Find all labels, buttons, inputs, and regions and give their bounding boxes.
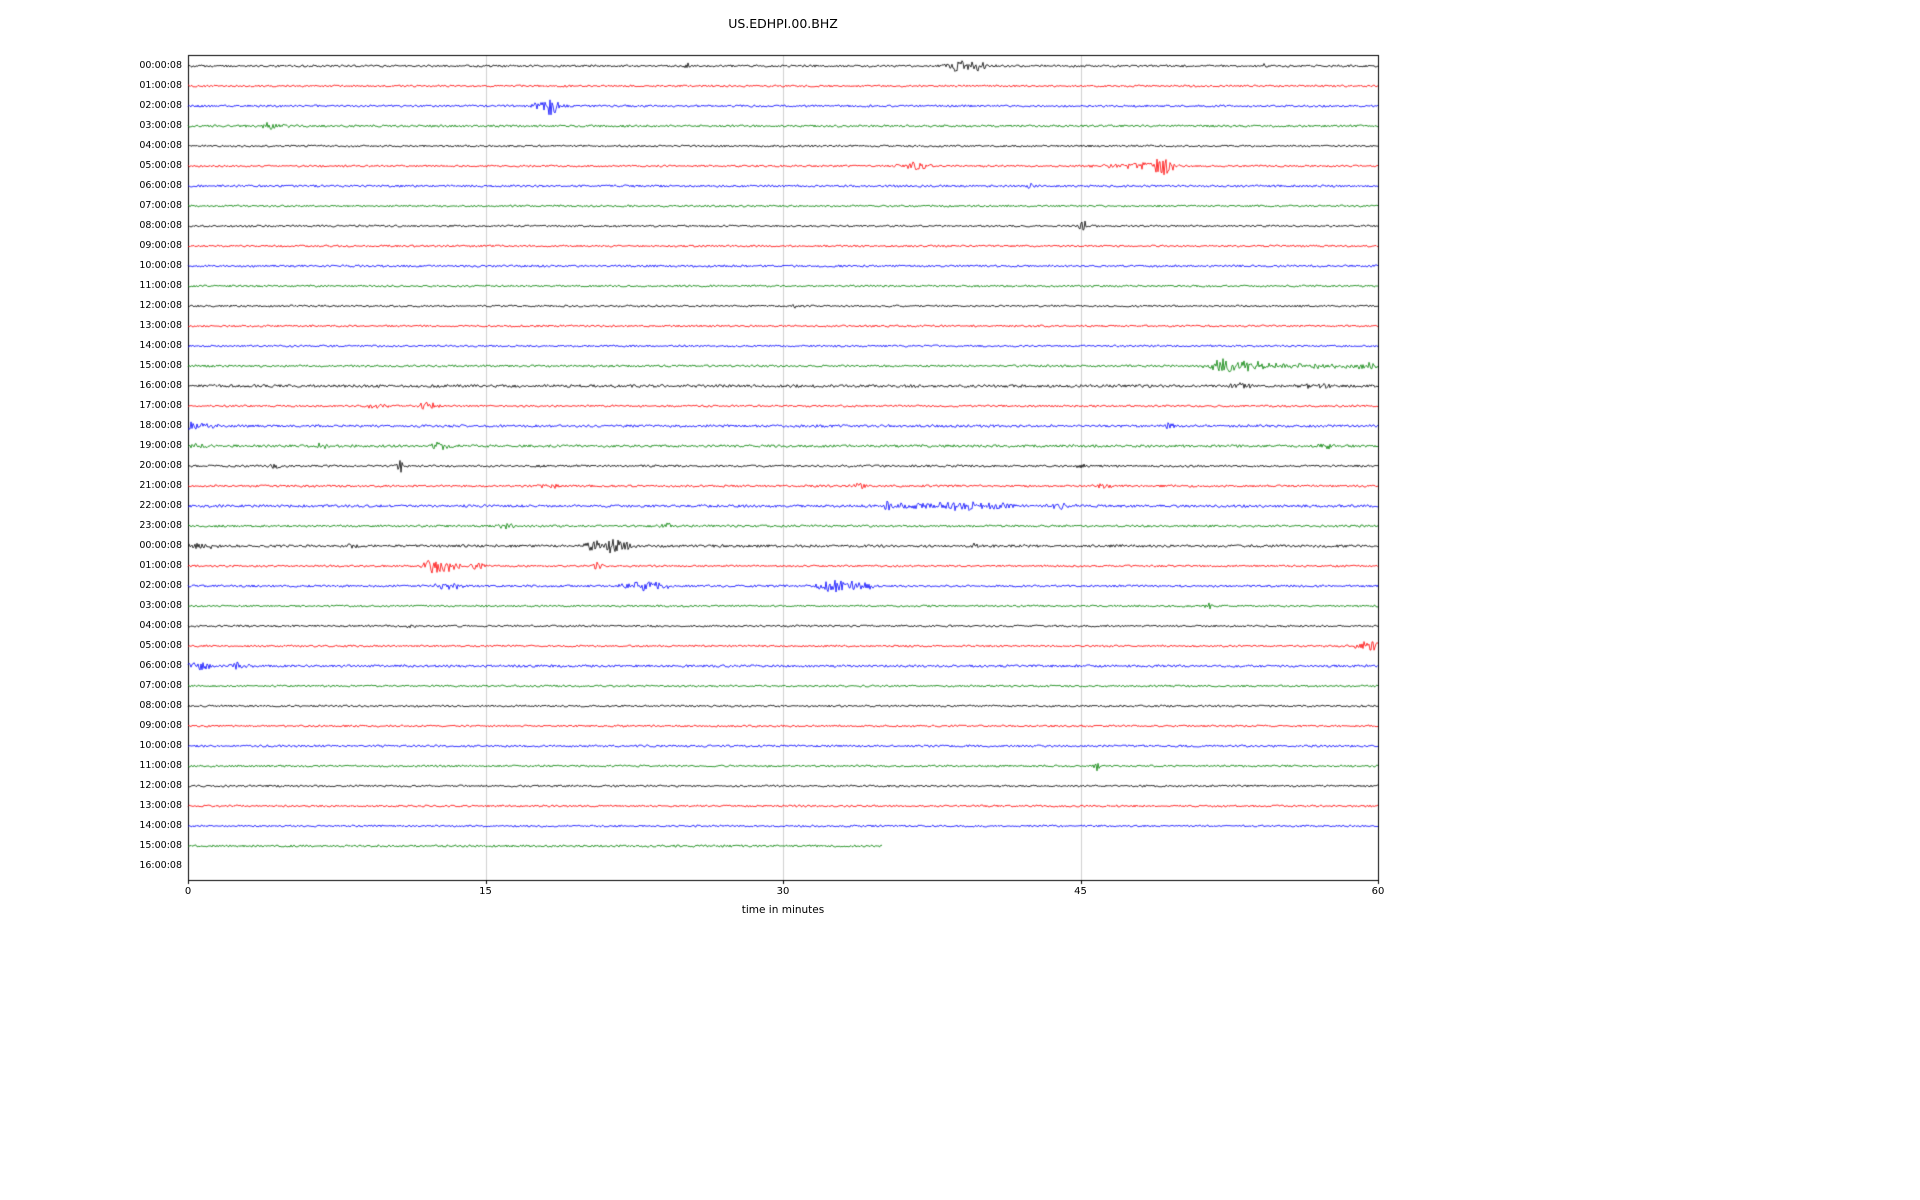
trace-time-label: 11:00:08 xyxy=(139,280,182,291)
trace-time-label: 22:00:08 xyxy=(139,500,182,511)
trace-time-label: 16:00:08 xyxy=(139,380,182,391)
trace-time-label: 13:00:08 xyxy=(139,800,182,811)
trace-time-label: 01:00:08 xyxy=(139,80,182,91)
x-tick-label: 15 xyxy=(479,886,492,897)
trace-time-label: 07:00:08 xyxy=(139,200,182,211)
trace-time-label: 04:00:08 xyxy=(139,620,182,631)
trace-time-label: 08:00:08 xyxy=(139,220,182,231)
trace-time-label: 17:00:08 xyxy=(139,400,182,411)
trace-time-label: 10:00:08 xyxy=(139,260,182,271)
trace-time-label: 00:00:08 xyxy=(139,60,182,71)
trace-time-label: 15:00:08 xyxy=(139,840,182,851)
trace-time-label: 21:00:08 xyxy=(139,480,182,491)
trace-time-label: 02:00:08 xyxy=(139,100,182,111)
trace-time-label: 04:00:08 xyxy=(139,140,182,151)
trace-time-label: 16:00:08 xyxy=(139,860,182,871)
trace-time-label: 14:00:08 xyxy=(139,820,182,831)
trace-time-label: 06:00:08 xyxy=(139,660,182,671)
trace-time-label: 03:00:08 xyxy=(139,120,182,131)
trace-time-label: 00:00:08 xyxy=(139,540,182,551)
trace-time-label: 15:00:08 xyxy=(139,360,182,371)
trace-time-label: 19:00:08 xyxy=(139,440,182,451)
trace-time-label: 01:00:08 xyxy=(139,560,182,571)
trace-time-label: 20:00:08 xyxy=(139,460,182,471)
trace-time-label: 09:00:08 xyxy=(139,240,182,251)
x-axis-label: time in minutes xyxy=(741,904,825,916)
x-tick-label: 45 xyxy=(1074,886,1087,897)
trace-time-label: 07:00:08 xyxy=(139,680,182,691)
trace-time-label: 08:00:08 xyxy=(139,700,182,711)
x-tick-label: 60 xyxy=(1371,886,1385,897)
trace-time-label: 12:00:08 xyxy=(139,300,182,311)
trace-time-label: 05:00:08 xyxy=(139,160,182,171)
trace-time-label: 11:00:08 xyxy=(139,760,182,771)
trace-time-label: 13:00:08 xyxy=(139,320,182,331)
trace-time-label: 12:00:08 xyxy=(139,780,182,791)
trace-time-label: 06:00:08 xyxy=(139,180,182,191)
trace-time-label: 02:00:08 xyxy=(139,580,182,591)
trace-time-label: 05:00:08 xyxy=(139,640,182,651)
trace-time-label: 23:00:08 xyxy=(139,520,182,531)
trace-time-label: 14:00:08 xyxy=(139,340,182,351)
trace-time-label: 03:00:08 xyxy=(139,600,182,611)
trace-time-label: 18:00:08 xyxy=(139,420,182,431)
figure-title: US.EDHPI.00.BHZ xyxy=(728,16,838,31)
x-tick-label: 30 xyxy=(776,886,790,897)
trace-time-label: 09:00:08 xyxy=(139,720,182,731)
trace-time-label: 10:00:08 xyxy=(139,740,182,751)
x-tick-label: 0 xyxy=(184,886,192,897)
